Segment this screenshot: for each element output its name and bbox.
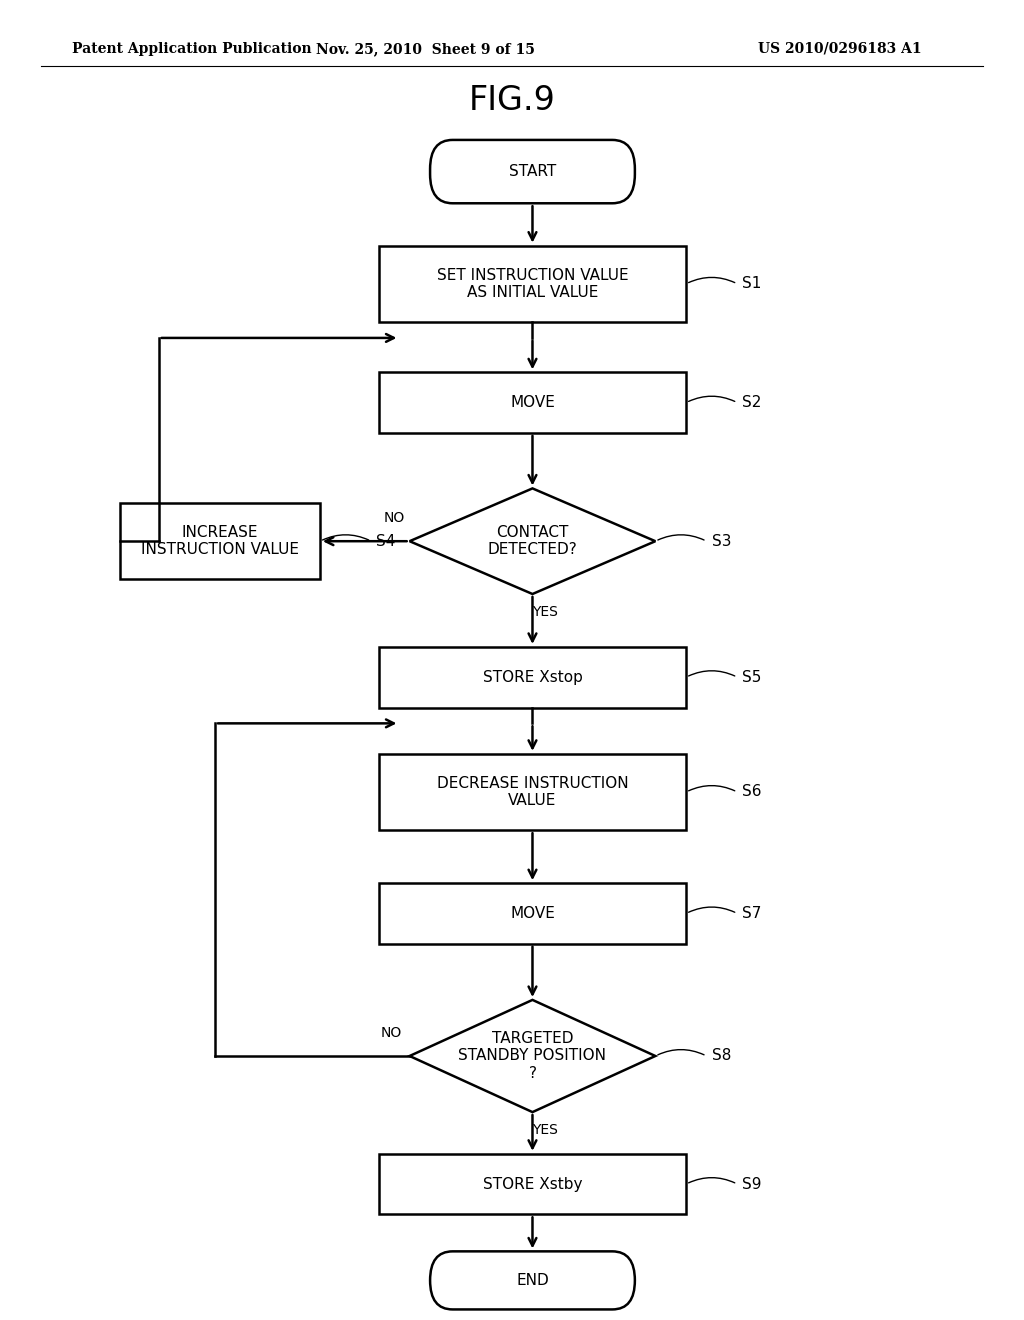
Text: STORE Xstop: STORE Xstop: [482, 669, 583, 685]
Bar: [121, 503, 319, 579]
Text: S6: S6: [742, 784, 762, 800]
Text: S1: S1: [742, 276, 762, 292]
Polygon shape: [410, 1001, 655, 1111]
Text: END: END: [516, 1272, 549, 1288]
Text: S8: S8: [712, 1048, 731, 1064]
Text: START: START: [509, 164, 556, 180]
Text: S3: S3: [712, 533, 731, 549]
Text: FIG.9: FIG.9: [469, 84, 555, 116]
Text: S2: S2: [742, 395, 762, 411]
FancyBboxPatch shape: [430, 140, 635, 203]
Text: Patent Application Publication: Patent Application Publication: [72, 42, 311, 55]
Bar: [379, 883, 686, 944]
Text: S7: S7: [742, 906, 762, 921]
Text: US 2010/0296183 A1: US 2010/0296183 A1: [758, 42, 922, 55]
Text: NO: NO: [380, 1026, 401, 1040]
Bar: [379, 372, 686, 433]
Text: CONTACT
DETECTED?: CONTACT DETECTED?: [487, 525, 578, 557]
Text: TARGETED
STANDBY POSITION
?: TARGETED STANDBY POSITION ?: [459, 1031, 606, 1081]
Text: Nov. 25, 2010  Sheet 9 of 15: Nov. 25, 2010 Sheet 9 of 15: [315, 42, 535, 55]
Text: S9: S9: [742, 1176, 762, 1192]
Text: YES: YES: [531, 605, 558, 619]
Text: INCREASE
INSTRUCTION VALUE: INCREASE INSTRUCTION VALUE: [141, 525, 299, 557]
Text: SET INSTRUCTION VALUE
AS INITIAL VALUE: SET INSTRUCTION VALUE AS INITIAL VALUE: [436, 268, 629, 300]
Bar: [379, 246, 686, 322]
Text: NO: NO: [383, 511, 404, 525]
Polygon shape: [410, 488, 655, 594]
Text: STORE Xstby: STORE Xstby: [482, 1176, 583, 1192]
Bar: [379, 1154, 686, 1214]
Text: DECREASE INSTRUCTION
VALUE: DECREASE INSTRUCTION VALUE: [436, 776, 629, 808]
Bar: [379, 647, 686, 708]
Text: S4: S4: [377, 533, 395, 549]
Text: MOVE: MOVE: [510, 395, 555, 411]
Bar: [379, 754, 686, 830]
Text: YES: YES: [531, 1122, 558, 1137]
Text: MOVE: MOVE: [510, 906, 555, 921]
Text: S5: S5: [742, 669, 762, 685]
FancyBboxPatch shape: [430, 1251, 635, 1309]
